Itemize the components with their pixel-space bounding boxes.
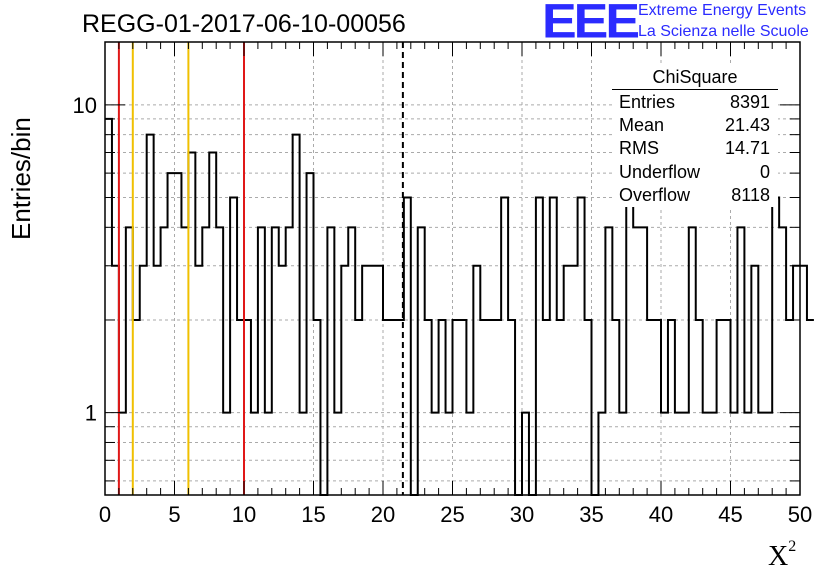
eee-logo: EEE <box>542 0 640 49</box>
stats-label: RMS <box>619 138 659 159</box>
x-tick-label: 5 <box>168 502 180 527</box>
chart-title: REGG-01-2017-06-10-00056 <box>82 10 406 38</box>
stats-label: Overflow <box>619 184 691 205</box>
stats-value: 8391 <box>729 92 770 112</box>
stats-label: Entries <box>619 92 676 112</box>
stats-label: Underflow <box>619 161 701 182</box>
y-tick-label: 1 <box>85 401 97 426</box>
stats-box: ChiSquare Entries 8391 Mean 21.43 RMS 14.71… <box>612 66 778 208</box>
x-tick-label: 30 <box>510 502 534 527</box>
stats-value: 21.43 <box>724 115 770 136</box>
histogram-series <box>105 117 814 496</box>
x-tick-label: 25 <box>440 502 464 527</box>
x-tick-label: 45 <box>718 502 742 527</box>
x-tick-label: 20 <box>371 502 395 527</box>
stats-row-rms: RMS 14.71 <box>612 137 778 160</box>
y-tick-label: 10 <box>73 93 97 118</box>
stats-header: ChiSquare <box>612 66 778 90</box>
x-tick-label: 35 <box>579 502 603 527</box>
stats-row-overflow: Overflow 8118 <box>612 184 778 207</box>
stats-value: 8118 <box>731 184 770 205</box>
logo-line-1: Extreme Energy Events <box>638 2 807 19</box>
stats-row-mean: Mean 21.43 <box>612 114 778 137</box>
x-tick-label: 0 <box>99 502 111 527</box>
logo-line-2: La Scienza nelle Scuole <box>638 23 809 40</box>
stats-row-underflow: Underflow 0 <box>612 161 778 184</box>
x-axis-label: X2 <box>768 538 797 572</box>
stats-row-entries: Entries 8391 <box>612 91 778 114</box>
stats-value: 14.71 <box>724 138 770 159</box>
y-axis-label: Entries/bin <box>6 117 36 240</box>
x-tick-label: 15 <box>301 502 325 527</box>
x-tick-label: 10 <box>232 502 256 527</box>
stats-value: 0 <box>759 161 770 182</box>
x-tick-label: 40 <box>649 502 673 527</box>
stats-label: Mean <box>619 115 665 136</box>
x-tick-label: 50 <box>788 502 812 527</box>
